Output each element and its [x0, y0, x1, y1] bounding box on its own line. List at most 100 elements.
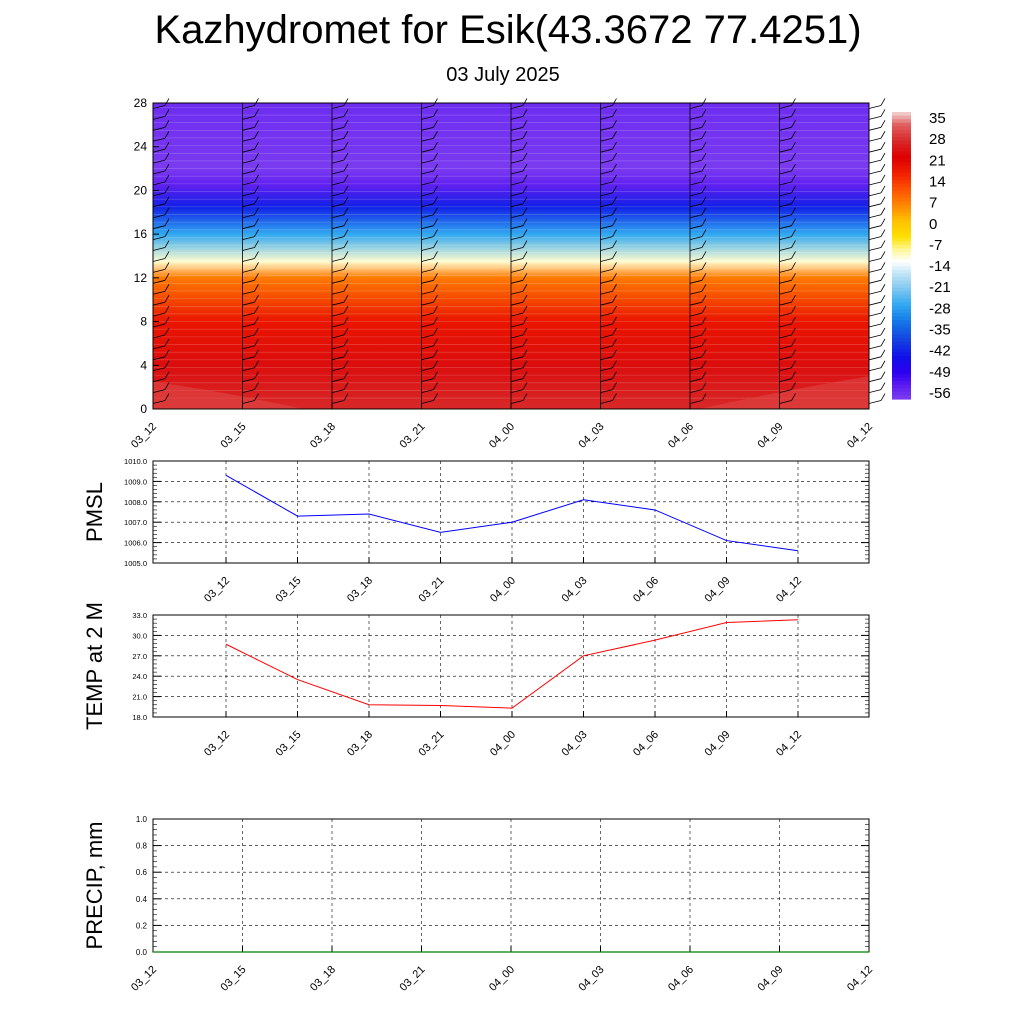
wind-barb: [152, 284, 170, 295]
wind-barb: [510, 284, 528, 295]
wind-barb: [779, 327, 796, 339]
colorbar-segment: [892, 377, 911, 382]
wind-barb: [600, 218, 617, 230]
wind-barb: [689, 251, 707, 262]
wind-barb: [868, 262, 886, 273]
wind-barb: [689, 174, 707, 186]
colorbar-label: 14: [929, 173, 946, 190]
wind-barb: [421, 338, 438, 350]
wind-barb: [152, 185, 170, 197]
wind-barb: [331, 152, 349, 164]
x-tick-label: 04_09: [756, 964, 786, 994]
wind-barb: [868, 349, 886, 361]
wind-barb: [600, 284, 617, 295]
y-tick-label: 24.0: [132, 672, 147, 681]
wind-barb: [868, 196, 886, 208]
wind-barb: [152, 131, 170, 142]
x-tick-label: 04_00: [488, 729, 518, 759]
x-tick-label: 04_03: [577, 964, 607, 994]
x-tick-label: 03_12: [202, 575, 232, 605]
x-tick-label: 04_12: [845, 964, 875, 994]
y-tick-label: 21.0: [132, 693, 147, 702]
colorbar-segment: [892, 201, 911, 206]
colorbar-segment: [892, 305, 911, 310]
x-tick-label: 04_03: [577, 421, 607, 451]
wind-barb: [421, 284, 438, 295]
wind-barb: [779, 316, 796, 328]
colorbar-segment: [892, 144, 911, 149]
wind-barb: [600, 174, 617, 186]
wind-barb: [421, 229, 438, 240]
x-tick-label: 04_09: [703, 729, 733, 759]
wind-barb: [510, 360, 528, 372]
wind-barb: [868, 382, 886, 393]
wind-barb: [689, 207, 707, 219]
x-tick-label: 03_12: [129, 421, 159, 451]
colorbar-label: -21: [929, 279, 951, 296]
y-tick-label: 18.0: [132, 713, 147, 722]
colorbar-segment: [892, 312, 911, 318]
colorbar-segment: [892, 255, 911, 260]
wind-barb: [421, 196, 438, 208]
colorbar-segment: [892, 352, 911, 357]
wind-barb: [421, 163, 438, 175]
colorbar-segment: [892, 158, 911, 163]
wind-barb: [331, 229, 349, 240]
wind-barb: [152, 338, 170, 350]
wind-barb: [689, 98, 707, 109]
wind-barb: [421, 294, 438, 306]
y-tick-label: 1005.0: [124, 559, 147, 568]
wind-barb: [689, 338, 707, 350]
y-axis-title: PMSL: [82, 482, 107, 542]
wind-barb: [510, 382, 528, 393]
wind-barb: [600, 371, 617, 383]
wind-barb: [421, 305, 438, 317]
colorbar-segment: [892, 370, 911, 375]
colorbar-segment: [892, 291, 911, 296]
colorbar-segment: [892, 241, 911, 246]
wind-barb: [331, 251, 349, 262]
wind-barb: [242, 218, 259, 230]
wind-barb: [510, 131, 528, 142]
colorbar-segment: [892, 140, 911, 145]
colorbar-segment: [892, 133, 911, 138]
x-tick-label: 03_15: [274, 575, 304, 605]
colorbar-segment: [892, 391, 911, 397]
wind-barb: [868, 229, 886, 240]
x-tick-label: 03_15: [274, 729, 304, 759]
wind-barb: [242, 273, 259, 284]
wind-barb: [689, 284, 707, 295]
wind-barb: [600, 262, 617, 273]
y-tick-label: 1007.0: [124, 518, 147, 527]
wind-barb: [331, 294, 349, 306]
x-tick-label: 04_00: [487, 964, 517, 994]
x-tick-label: 03_18: [345, 575, 375, 605]
colorbar-segment: [892, 269, 911, 275]
wind-barb: [331, 262, 349, 273]
y-tick-label: 1008.0: [124, 498, 147, 507]
wind-barb: [242, 305, 259, 317]
wind-barb: [868, 284, 886, 295]
x-tick-label: 03_21: [398, 964, 428, 994]
wind-barb: [421, 98, 438, 109]
wind-barb: [152, 273, 170, 284]
wind-barb: [242, 152, 259, 164]
colorbar-segment: [892, 280, 911, 285]
x-tick-label: 03_21: [417, 729, 447, 759]
wind-barb: [510, 262, 528, 273]
wind-barb: [510, 207, 528, 219]
wind-barb: [510, 196, 528, 208]
colorbar-segment: [892, 388, 911, 393]
wind-barb: [242, 163, 259, 175]
colorbar-segment: [892, 395, 911, 400]
wind-barb: [600, 109, 617, 120]
wind-barb: [600, 163, 617, 175]
wind-barb: [689, 349, 707, 361]
wind-barb: [779, 240, 796, 251]
wind-barb: [331, 273, 349, 284]
wind-barb: [421, 251, 438, 262]
wind-barb: [421, 316, 438, 328]
wind-barb: [242, 109, 259, 120]
wind-barb: [421, 207, 438, 219]
wind-barb: [868, 174, 886, 186]
